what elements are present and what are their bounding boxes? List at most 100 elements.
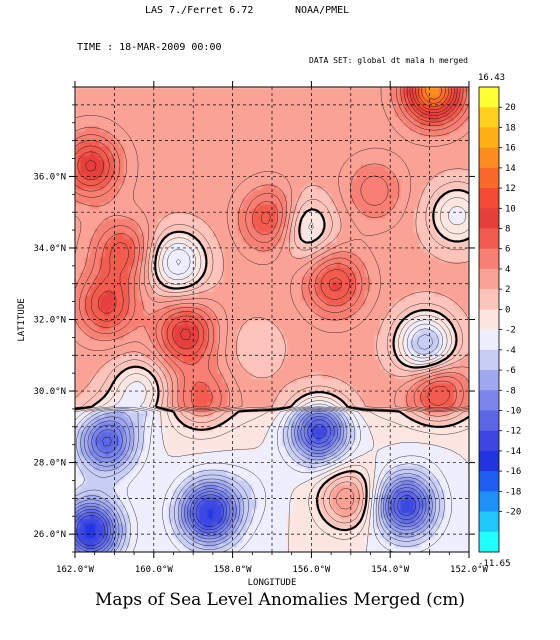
- heat-cell: [232, 498, 239, 505]
- heat-cell: [94, 275, 101, 282]
- heat-cell: [143, 440, 150, 447]
- heat-cell: [153, 518, 160, 524]
- heat-cell: [217, 547, 224, 552]
- heat-cell: [272, 353, 278, 359]
- heat-cell: [207, 314, 214, 321]
- heat-cell: [222, 382, 229, 388]
- heat-cell: [183, 358, 189, 364]
- heat-cell: [148, 309, 155, 316]
- heat-cell: [173, 314, 180, 321]
- heat-cell: [449, 304, 455, 311]
- heat-cell: [114, 309, 120, 316]
- heat-cell: [89, 314, 96, 321]
- heat-cell: [168, 363, 175, 369]
- heat-cell: [94, 527, 101, 534]
- heat-cell: [321, 387, 327, 393]
- heat-cell: [454, 324, 460, 330]
- heat-cell: [385, 493, 391, 500]
- heat-cell: [375, 464, 381, 471]
- heat-cell: [99, 547, 106, 552]
- heat-cell: [153, 484, 160, 490]
- heat-cell: [242, 479, 248, 485]
- heat-cell: [414, 334, 421, 340]
- heat-cell: [365, 493, 372, 500]
- heat-cell: [139, 508, 145, 514]
- heat-cell: [247, 271, 253, 277]
- heat-cell: [355, 343, 362, 350]
- heat-cell: [404, 411, 411, 417]
- heat-cell: [429, 319, 436, 325]
- heat-cell: [272, 348, 278, 354]
- heat-cell: [198, 280, 204, 287]
- heat-cell: [444, 542, 450, 548]
- heat-cell: [286, 300, 293, 306]
- heat-cell: [355, 537, 362, 543]
- heat-cell: [424, 450, 431, 456]
- heat-cell: [400, 353, 406, 359]
- heat-cell: [198, 372, 204, 379]
- heat-cell: [454, 406, 460, 413]
- heat-cell: [459, 295, 465, 301]
- heat-cell: [429, 275, 436, 282]
- heat-cell: [286, 493, 293, 500]
- heat-cell: [395, 256, 401, 262]
- heat-cell: [252, 275, 258, 282]
- heat-cell: [306, 527, 312, 534]
- heat-cell: [114, 484, 120, 490]
- heat-cell: [419, 406, 426, 413]
- heat-cell: [84, 430, 91, 437]
- heat-cell: [350, 537, 357, 543]
- heat-cell: [198, 445, 204, 451]
- heat-cell: [139, 421, 145, 427]
- heat-cell: [414, 397, 421, 403]
- heat-cell: [370, 459, 377, 466]
- heat-cell: [409, 382, 416, 388]
- heat-cell: [276, 324, 283, 330]
- heat-cell: [124, 246, 130, 253]
- heat-cell: [267, 401, 273, 408]
- heat-cell: [311, 547, 317, 552]
- heat-cell: [390, 319, 396, 325]
- heat-cell: [414, 537, 421, 543]
- heat-cell: [75, 421, 81, 427]
- heat-cell: [414, 522, 421, 529]
- heat-cell: [94, 532, 101, 539]
- heat-cell: [134, 479, 140, 485]
- heat-cell: [355, 426, 362, 432]
- heat-cell: [336, 532, 342, 539]
- heat-cell: [232, 440, 239, 447]
- heat-cell: [291, 474, 298, 480]
- heat-cell: [75, 334, 81, 340]
- heat-cell: [99, 343, 106, 350]
- heat-cell: [75, 416, 81, 422]
- heat-cell: [203, 343, 209, 350]
- heat-cell: [84, 508, 91, 514]
- heat-cell: [360, 295, 367, 301]
- heat-cell: [316, 367, 322, 374]
- heat-cell: [464, 450, 469, 456]
- heat-cell: [464, 324, 469, 330]
- heat-cell: [400, 406, 406, 413]
- heat-cell: [188, 324, 194, 330]
- heat-cell: [262, 532, 268, 539]
- heat-cell: [350, 358, 357, 364]
- heat-cell: [242, 484, 248, 490]
- heat-cell: [79, 358, 86, 364]
- heat-cell: [380, 309, 386, 316]
- heat-cell: [212, 319, 219, 325]
- heat-cell: [163, 324, 170, 330]
- heat-cell: [119, 256, 125, 262]
- heat-cell: [360, 382, 367, 388]
- heat-cell: [424, 377, 431, 384]
- heat-cell: [336, 261, 342, 267]
- heat-cell: [439, 547, 445, 552]
- heat-cell: [375, 334, 381, 340]
- heat-cell: [183, 430, 189, 437]
- heat-cell: [114, 251, 120, 258]
- heat-cell: [340, 455, 347, 461]
- heat-cell: [168, 532, 175, 539]
- heat-cell: [188, 489, 194, 495]
- heat-cell: [99, 309, 106, 316]
- heat-cell: [439, 367, 445, 374]
- heat-cell: [409, 271, 416, 277]
